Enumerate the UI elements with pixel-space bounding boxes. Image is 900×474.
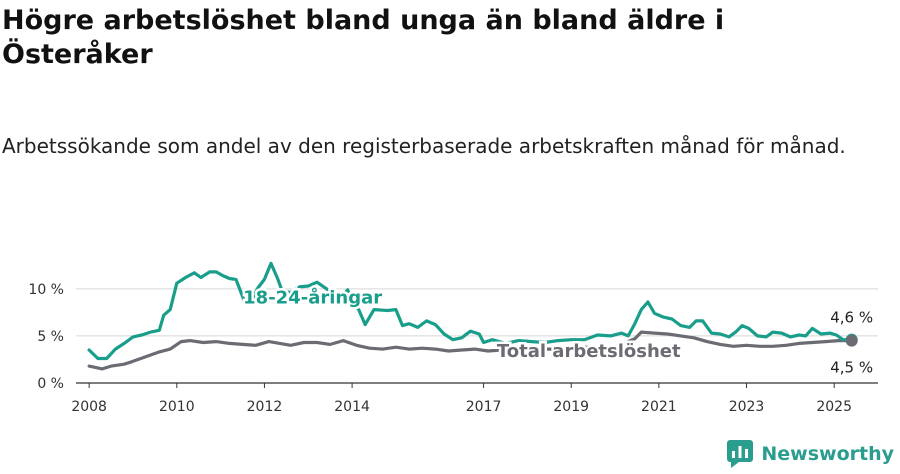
x-tick-label: 2012 [247, 399, 283, 415]
series-line-youth [87, 261, 854, 361]
series-label-youth: 18-24-åringar [243, 286, 382, 308]
y-axis: 0 % 5 % 10 % [28, 282, 64, 392]
grid [76, 288, 878, 384]
x-axis: 2008 2010 2012 2014 2017 2019 2021 2023 2025 [71, 383, 852, 415]
y-tick-label: 10 % [28, 282, 64, 298]
y-tick-label: 5 % [37, 329, 64, 345]
series-line-total [87, 330, 854, 371]
y-tick-label: 0 % [37, 376, 64, 392]
x-tick-label: 2025 [816, 399, 852, 415]
x-tick-label: 2021 [641, 399, 677, 415]
x-tick-label: 2014 [334, 399, 370, 415]
x-tick-label: 2023 [729, 399, 765, 415]
x-tick-label: 2019 [553, 399, 589, 415]
end-value-label-youth: 4,6 % [830, 309, 873, 327]
end-point-total [845, 334, 858, 347]
series [87, 261, 858, 371]
chart-subtitle: Arbetssökande som andel av den registerb… [2, 134, 846, 158]
brand-logo: Newsworthy [727, 440, 894, 468]
end-value-label-total: 4,5 % [830, 359, 873, 377]
x-tick-label: 2017 [466, 399, 502, 415]
newsworthy-logo-icon [727, 440, 754, 468]
chart-title: Högre arbetslöshet bland unga än bland ä… [2, 5, 725, 70]
x-tick-label: 2010 [159, 399, 195, 415]
brand-name: Newsworthy [761, 443, 894, 465]
series-label-total: Total arbetslöshet [497, 341, 681, 362]
labels: 18-24-åringar Total arbetslöshet 4,6 % 4,5 … [241, 284, 873, 377]
x-tick-label: 2008 [71, 399, 107, 415]
